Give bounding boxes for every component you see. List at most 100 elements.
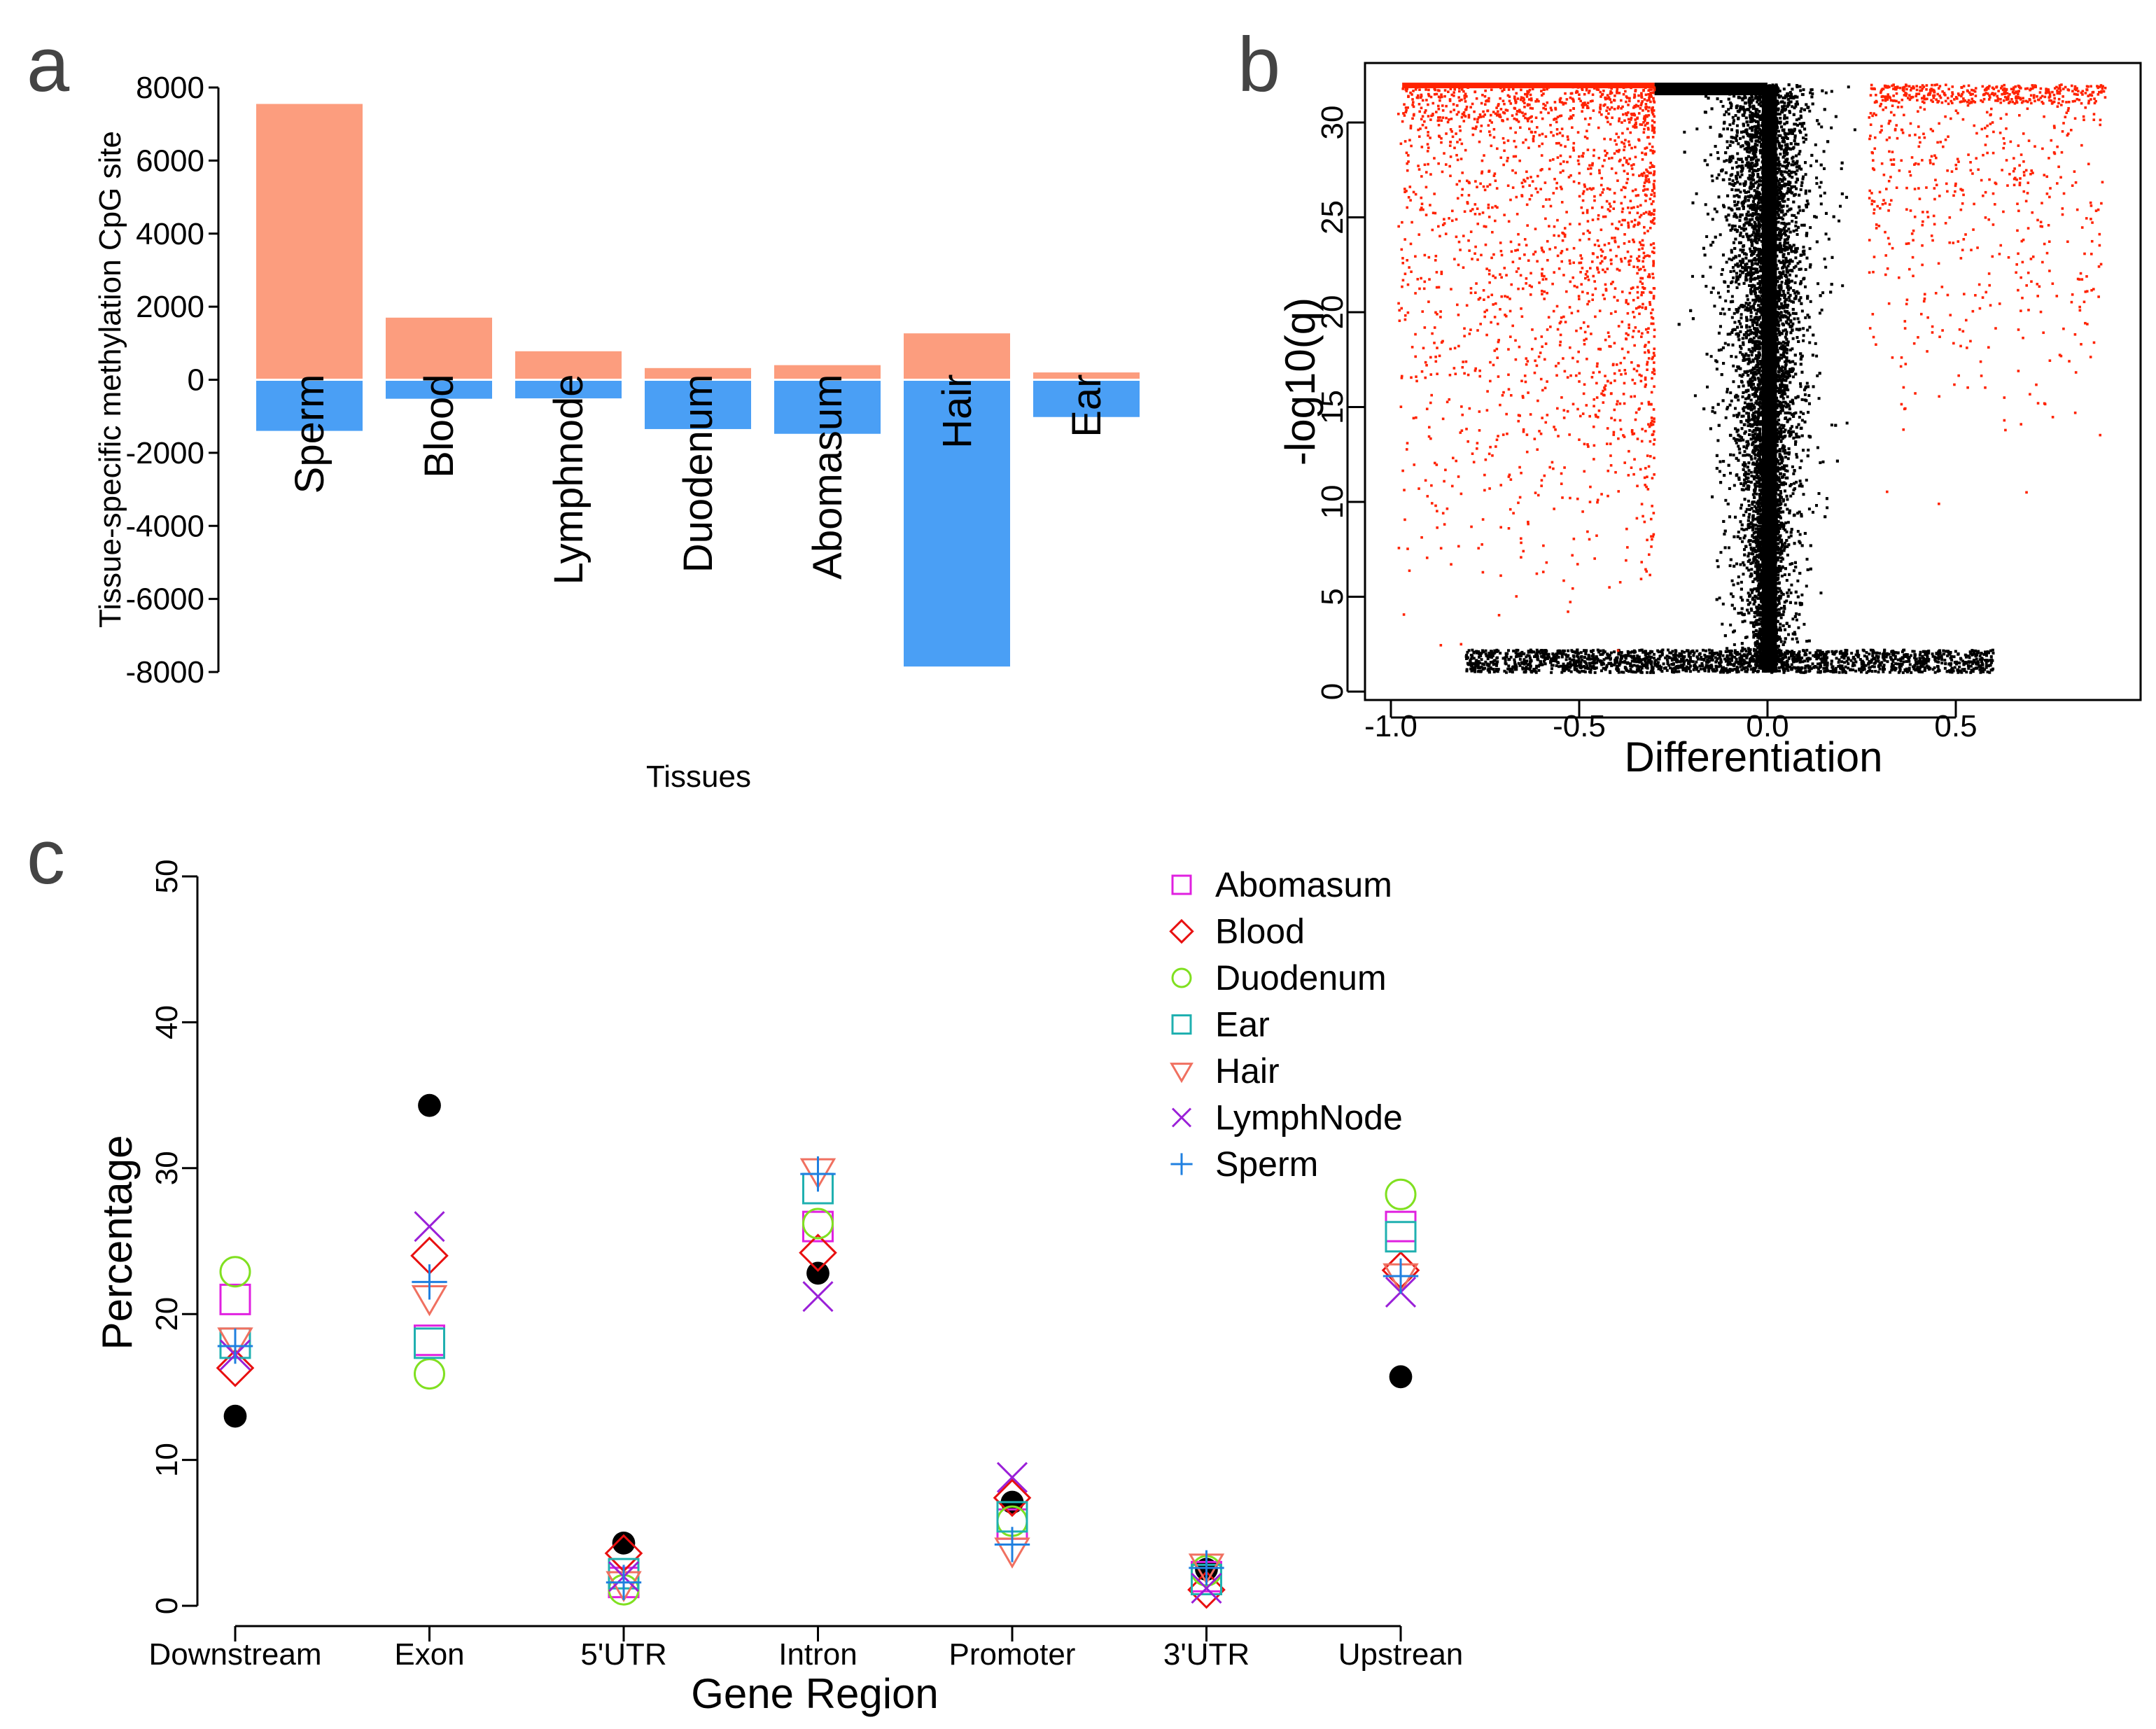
- panel-a-ytick-label: 8000: [136, 71, 204, 105]
- panel-b-point-black: [1788, 412, 1792, 415]
- panel-b-point-black: [1706, 212, 1709, 216]
- panel-b-point-black: [1787, 94, 1791, 97]
- panel-b-point-black: [1760, 514, 1763, 518]
- panel-b-point-black: [1805, 557, 1809, 561]
- panel-b-point-black: [1740, 580, 1743, 584]
- panel-b-point-black: [1728, 123, 1732, 127]
- panel-b-point-black: [1758, 323, 1762, 327]
- panel-a-bar-abomasum-hypomethylated: [774, 379, 881, 434]
- panel-b-point-black: [1782, 138, 1785, 141]
- panel-b-point-black: [1721, 602, 1725, 606]
- panel-b-point-black: [1789, 258, 1793, 262]
- panel-b-point-black: [1748, 103, 1751, 106]
- panel-b-point-black: [1709, 355, 1713, 358]
- panel-b-point-black: [1746, 265, 1750, 269]
- panel-b-point-black: [1749, 543, 1752, 547]
- panel-b-point-black: [1746, 664, 1750, 668]
- panel-b-point-black: [1752, 557, 1756, 561]
- panel-b-point-black: [1793, 214, 1796, 217]
- panel-b-point-black: [1711, 218, 1714, 221]
- panel-b-point-black: [1779, 197, 1783, 200]
- panel-b-point-black: [1811, 92, 1814, 95]
- panel-b-point-black: [1749, 318, 1752, 321]
- panel-b-point-black: [1800, 459, 1803, 463]
- panel-b-point-black: [1749, 120, 1752, 123]
- panel-b-point-black: [1755, 112, 1758, 115]
- panel-b-point-black: [1734, 407, 1737, 410]
- panel-a-ytick-label: -2000: [125, 436, 204, 470]
- panel-b-point-black: [1737, 412, 1741, 415]
- panel-a-bar-chart: Tissue-specific methylation CpG site Tis…: [93, 71, 1140, 794]
- panel-b-point-black: [1786, 553, 1789, 556]
- panel-b-point-black: [1777, 134, 1781, 137]
- panel-b-point-black: [1756, 347, 1759, 351]
- panel-b-point-black: [1779, 94, 1782, 98]
- panel-b-point-black: [1796, 262, 1800, 265]
- panel-b-point-black: [1754, 308, 1757, 312]
- panel-b-point-black: [1758, 234, 1761, 238]
- panel-b-point-black: [1735, 441, 1738, 444]
- panel-b-point-black: [1744, 354, 1747, 357]
- panel-b-point-black: [1742, 105, 1745, 108]
- panel-b-point-black: [1706, 163, 1709, 167]
- panel-b-point-black: [1801, 177, 1805, 181]
- panel-b-point-black: [1807, 448, 1810, 451]
- panel-b-point-black: [1784, 541, 1787, 545]
- panel-b-point-black: [1745, 306, 1749, 309]
- panel-b-point-black: [1732, 484, 1736, 487]
- panel-b-point-black: [1802, 327, 1805, 330]
- panel-b-point-black: [1755, 312, 1758, 316]
- panel-b-point-black: [1814, 143, 1817, 146]
- panel-b-point-black: [1798, 484, 1801, 488]
- panel-b-point-black: [1754, 334, 1758, 337]
- panel-b-point-black: [1799, 267, 1802, 271]
- panel-b-point-black: [1754, 506, 1758, 510]
- panel-b-point-black: [1757, 198, 1760, 202]
- panel-b-point-black: [1724, 498, 1728, 502]
- panel-a-bar-lymphnode-hypomethylated: [515, 379, 622, 399]
- panel-b-point-black: [1787, 633, 1791, 636]
- panel-b-point-black: [1743, 454, 1746, 457]
- panel-a-category-label: Lymphnode: [546, 374, 592, 585]
- panel-b-point-black: [1784, 225, 1787, 228]
- panel-b-point-black: [1788, 286, 1792, 290]
- panel-a-letter: a: [27, 22, 70, 108]
- panel-b-point-black: [1804, 173, 1807, 176]
- panel-b-point-black: [1792, 569, 1795, 573]
- panel-b-point-black: [1786, 105, 1789, 108]
- panel-b-point-black: [1818, 312, 1821, 315]
- panel-b-point-black: [1729, 471, 1732, 475]
- panel-b-point-black: [1784, 144, 1787, 147]
- panel-b-point-black: [1738, 225, 1742, 228]
- panel-b-point-black: [1727, 108, 1730, 111]
- panel-b-point-black: [1780, 461, 1784, 465]
- panel-b-point-black: [1755, 589, 1758, 593]
- panel-b-point-black: [1750, 568, 1754, 571]
- panel-b-point-black: [1782, 176, 1786, 179]
- panel-b-point-black: [1789, 483, 1793, 486]
- panel-b-point-black: [1751, 368, 1754, 372]
- panel-b-point-black: [1737, 398, 1740, 402]
- panel-b-point-black: [1800, 419, 1804, 422]
- panel-b-point-black: [1777, 513, 1780, 517]
- panel-b-point-black: [1737, 365, 1740, 369]
- panel-b-point-black: [1757, 371, 1760, 374]
- panel-b-point-black: [1758, 556, 1761, 559]
- panel-b-point-black: [1830, 126, 1833, 130]
- panel-b-point-black: [1788, 262, 1791, 265]
- panel-b-point-black: [1745, 405, 1749, 409]
- panel-b-point-black: [1781, 549, 1784, 552]
- panel-b-point-black: [1802, 175, 1805, 178]
- panel-b-points: [1396, 83, 2107, 674]
- panel-b-point-black: [1741, 251, 1744, 254]
- panel-b-point-black: [1782, 227, 1786, 231]
- panel-b-point-black: [1742, 573, 1745, 576]
- panel-b-point-black: [1779, 616, 1783, 620]
- panel-b-point-black: [1823, 257, 1826, 260]
- panel-b-point-black: [1755, 555, 1758, 559]
- panel-b-point-black: [1744, 265, 1747, 269]
- panel-b-point-black: [1788, 417, 1792, 421]
- panel-b-point-black: [1733, 224, 1737, 227]
- panel-b-point-black: [1745, 566, 1749, 570]
- panel-b-point-black: [1726, 388, 1729, 391]
